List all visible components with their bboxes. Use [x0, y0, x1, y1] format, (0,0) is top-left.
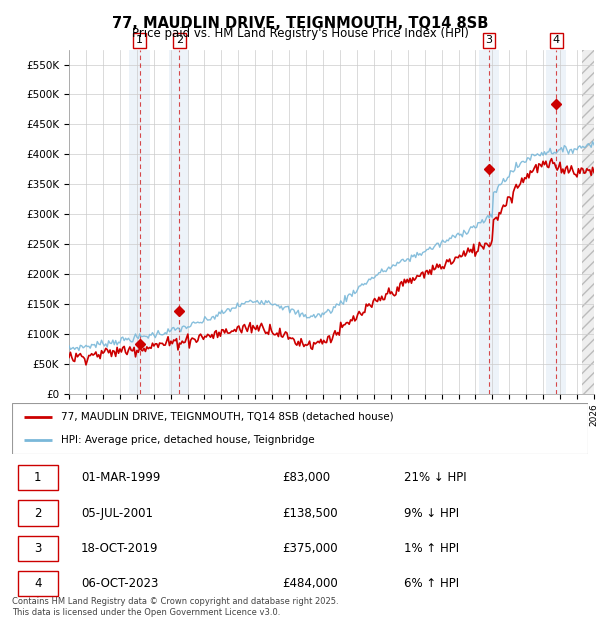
Text: 01-MAR-1999: 01-MAR-1999: [81, 471, 160, 484]
Text: £375,000: £375,000: [283, 542, 338, 555]
Bar: [169, 50, 190, 394]
Bar: [130, 50, 150, 394]
Text: 2: 2: [34, 507, 41, 520]
Text: HPI: Average price, detached house, Teignbridge: HPI: Average price, detached house, Teig…: [61, 435, 314, 445]
Bar: [18, 536, 58, 561]
Text: 06-OCT-2023: 06-OCT-2023: [81, 577, 158, 590]
Text: 1% ↑ HPI: 1% ↑ HPI: [404, 542, 459, 555]
Text: £484,000: £484,000: [283, 577, 338, 590]
Text: 3: 3: [34, 542, 41, 555]
Text: 77, MAUDLIN DRIVE, TEIGNMOUTH, TQ14 8SB (detached house): 77, MAUDLIN DRIVE, TEIGNMOUTH, TQ14 8SB …: [61, 412, 394, 422]
Text: Contains HM Land Registry data © Crown copyright and database right 2025.
This d: Contains HM Land Registry data © Crown c…: [12, 598, 338, 617]
Text: 05-JUL-2001: 05-JUL-2001: [81, 507, 153, 520]
Text: 3: 3: [485, 35, 493, 45]
Text: 1: 1: [34, 471, 41, 484]
Bar: [18, 465, 58, 490]
Bar: [479, 50, 499, 394]
Text: 6% ↑ HPI: 6% ↑ HPI: [404, 577, 459, 590]
Bar: [582, 50, 596, 394]
Text: Price paid vs. HM Land Registry's House Price Index (HPI): Price paid vs. HM Land Registry's House …: [131, 27, 469, 40]
Text: 4: 4: [34, 577, 41, 590]
Bar: [582, 50, 596, 394]
Text: 21% ↓ HPI: 21% ↓ HPI: [404, 471, 466, 484]
Text: 9% ↓ HPI: 9% ↓ HPI: [404, 507, 459, 520]
Text: £138,500: £138,500: [283, 507, 338, 520]
Text: 2: 2: [176, 35, 183, 45]
Text: 1: 1: [136, 35, 143, 45]
Bar: [18, 571, 58, 596]
Bar: [18, 500, 58, 526]
Text: 18-OCT-2019: 18-OCT-2019: [81, 542, 158, 555]
Bar: [546, 50, 566, 394]
Text: 4: 4: [553, 35, 560, 45]
Text: £83,000: £83,000: [283, 471, 331, 484]
Text: 77, MAUDLIN DRIVE, TEIGNMOUTH, TQ14 8SB: 77, MAUDLIN DRIVE, TEIGNMOUTH, TQ14 8SB: [112, 16, 488, 30]
